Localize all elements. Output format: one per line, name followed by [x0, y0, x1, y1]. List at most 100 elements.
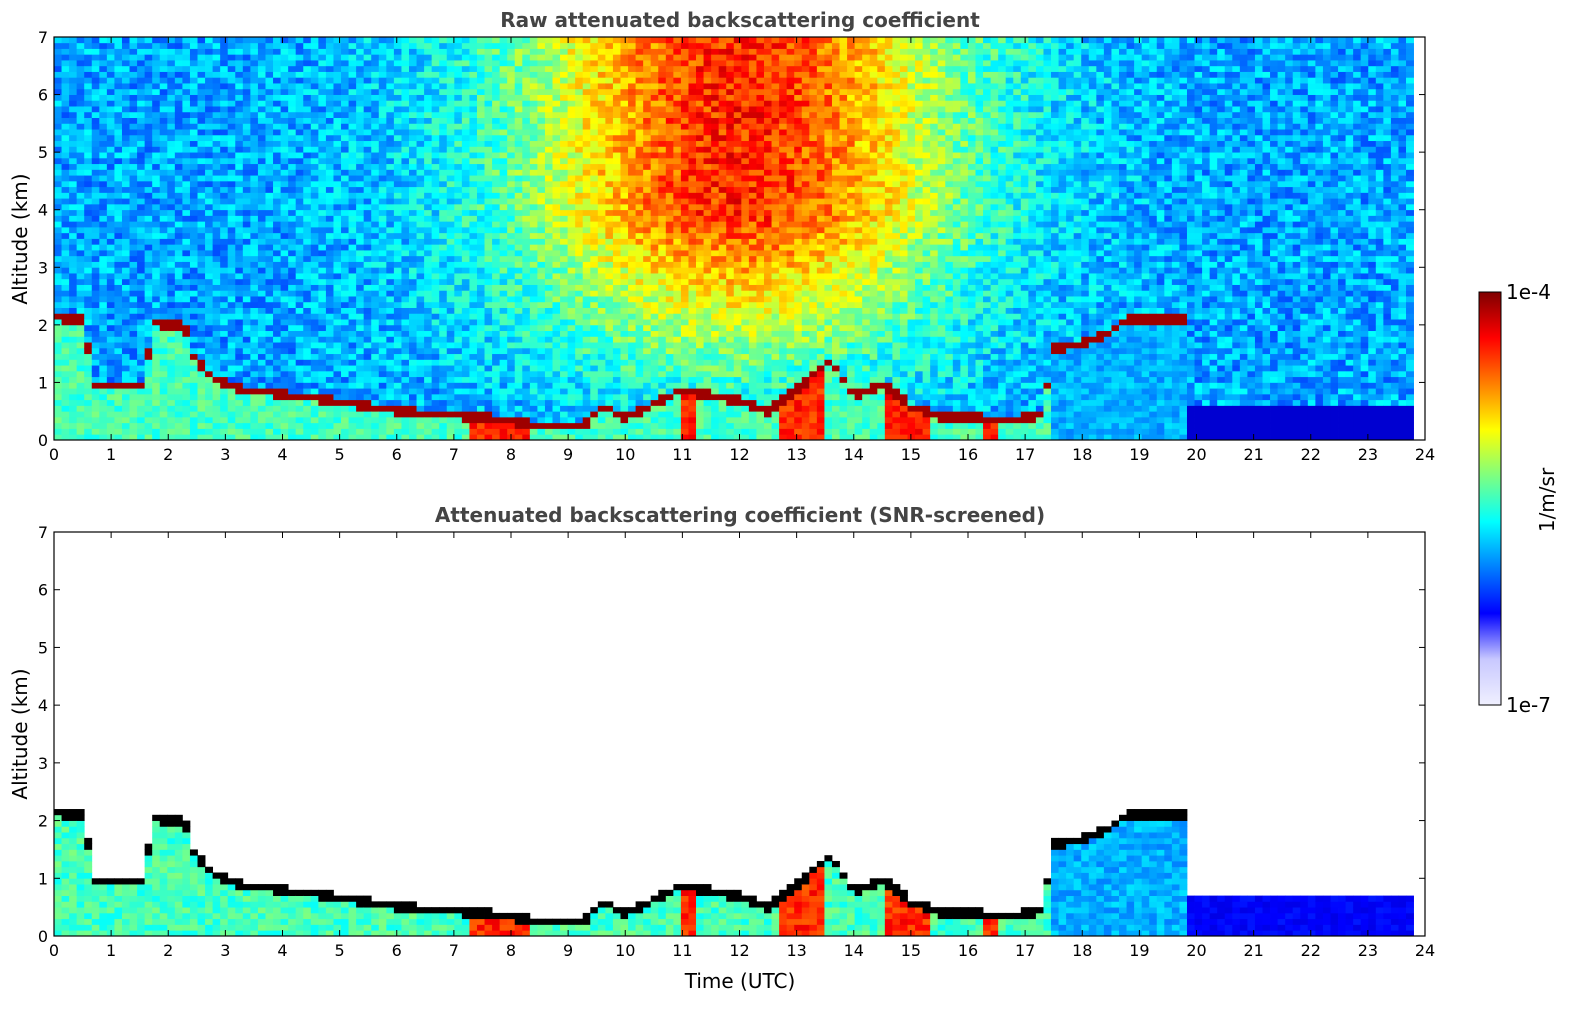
- heatmap-cell: [114, 54, 123, 61]
- heatmap-cell: [469, 77, 478, 84]
- heatmap-cell: [439, 416, 448, 424]
- heatmap-cell: [575, 416, 584, 424]
- heatmap-cell: [106, 284, 115, 291]
- heatmap-cell: [401, 186, 410, 193]
- heatmap-cell: [356, 405, 365, 412]
- heatmap-cell: [250, 416, 259, 424]
- heatmap-cell: [446, 261, 455, 268]
- heatmap-cell: [492, 77, 501, 84]
- heatmap-cell: [242, 71, 251, 78]
- heatmap-cell: [129, 307, 138, 314]
- heatmap-cell: [393, 169, 402, 176]
- heatmap-cell: [84, 416, 93, 424]
- heatmap-cell: [567, 416, 576, 424]
- heatmap-cell: [386, 422, 395, 429]
- heatmap-cell: [378, 347, 387, 355]
- heatmap-cell: [61, 353, 70, 360]
- heatmap-cell: [189, 152, 198, 159]
- heatmap-cell: [273, 123, 281, 130]
- heatmap-cell: [371, 163, 380, 170]
- heatmap-cell: [159, 273, 168, 280]
- heatmap-cell: [325, 232, 334, 239]
- heatmap-cell: [499, 416, 508, 424]
- heatmap-cell: [212, 359, 221, 366]
- heatmap-cell: [121, 359, 130, 366]
- heatmap-cell: [537, 376, 546, 383]
- heatmap-cell: [121, 336, 130, 343]
- heatmap-cell: [84, 157, 93, 165]
- heatmap-cell: [469, 301, 478, 308]
- heatmap-cell: [159, 83, 168, 90]
- heatmap-cell: [567, 94, 576, 101]
- heatmap-cell: [567, 307, 576, 314]
- heatmap-cell: [476, 347, 485, 355]
- heatmap-cell: [476, 393, 485, 401]
- heatmap-cell: [371, 388, 380, 395]
- heatmap-cell: [507, 186, 516, 193]
- heatmap-cell: [507, 405, 516, 412]
- heatmap-cell: [325, 117, 334, 124]
- heatmap-cell: [273, 226, 281, 234]
- heatmap-cell: [205, 221, 214, 228]
- heatmap-cell: [99, 152, 108, 159]
- heatmap-cell: [393, 146, 402, 153]
- heatmap-cell: [484, 152, 493, 159]
- heatmap-cell: [582, 434, 591, 441]
- heatmap-cell: [341, 111, 349, 118]
- heatmap-cell: [205, 416, 214, 424]
- heatmap-cell: [431, 330, 440, 337]
- heatmap-cell: [522, 273, 531, 280]
- heatmap-cell: [84, 319, 93, 326]
- heatmap-cell: [288, 140, 297, 147]
- heatmap-cell: [560, 290, 569, 297]
- heatmap-cell: [265, 278, 274, 285]
- heatmap-cell: [378, 365, 387, 372]
- heatmap-cell: [356, 152, 365, 159]
- heatmap-cell: [159, 192, 168, 199]
- heatmap-cell: [174, 284, 183, 291]
- heatmap-cell: [69, 146, 78, 153]
- heatmap-cell: [341, 261, 349, 268]
- heatmap-cell: [552, 163, 561, 170]
- heatmap-cell: [280, 405, 289, 412]
- heatmap-cell: [174, 347, 183, 355]
- heatmap-cell: [167, 267, 176, 274]
- heatmap-cell: [492, 123, 501, 130]
- heatmap-cell: [61, 278, 70, 285]
- heatmap-cell: [560, 273, 569, 280]
- heatmap-cell: [242, 399, 251, 406]
- heatmap-cell: [250, 422, 259, 429]
- heatmap-cell: [91, 152, 100, 159]
- heatmap-cell: [454, 434, 463, 441]
- heatmap-cell: [288, 60, 297, 67]
- heatmap-cell: [537, 284, 546, 291]
- heatmap-cell: [167, 411, 176, 418]
- heatmap-cell: [54, 152, 62, 159]
- heatmap-cell: [393, 203, 402, 211]
- heatmap-cell: [280, 399, 289, 406]
- heatmap-cell: [529, 324, 538, 332]
- heatmap-cell: [484, 267, 493, 274]
- heatmap-cell: [295, 169, 304, 176]
- heatmap-cell: [129, 232, 138, 239]
- heatmap-cell: [265, 88, 274, 95]
- heatmap-cell: [288, 405, 297, 412]
- heatmap-cell: [552, 353, 561, 360]
- heatmap-cell: [499, 134, 508, 142]
- heatmap-cell: [537, 422, 546, 429]
- heatmap-cell: [91, 267, 100, 274]
- heatmap-cell: [295, 370, 304, 378]
- heatmap-cell: [484, 123, 493, 130]
- heatmap-cell: [469, 376, 478, 383]
- heatmap-cell: [409, 106, 417, 113]
- heatmap-cell: [182, 290, 191, 297]
- heatmap-cell: [197, 388, 206, 395]
- heatmap-cell: [61, 255, 70, 262]
- heatmap-cell: [469, 250, 478, 257]
- heatmap-cell: [356, 267, 365, 274]
- heatmap-cell: [537, 140, 546, 147]
- heatmap-cell: [439, 405, 448, 412]
- heatmap-cell: [386, 152, 395, 159]
- heatmap-cell: [205, 232, 214, 239]
- heatmap-cell: [454, 88, 463, 95]
